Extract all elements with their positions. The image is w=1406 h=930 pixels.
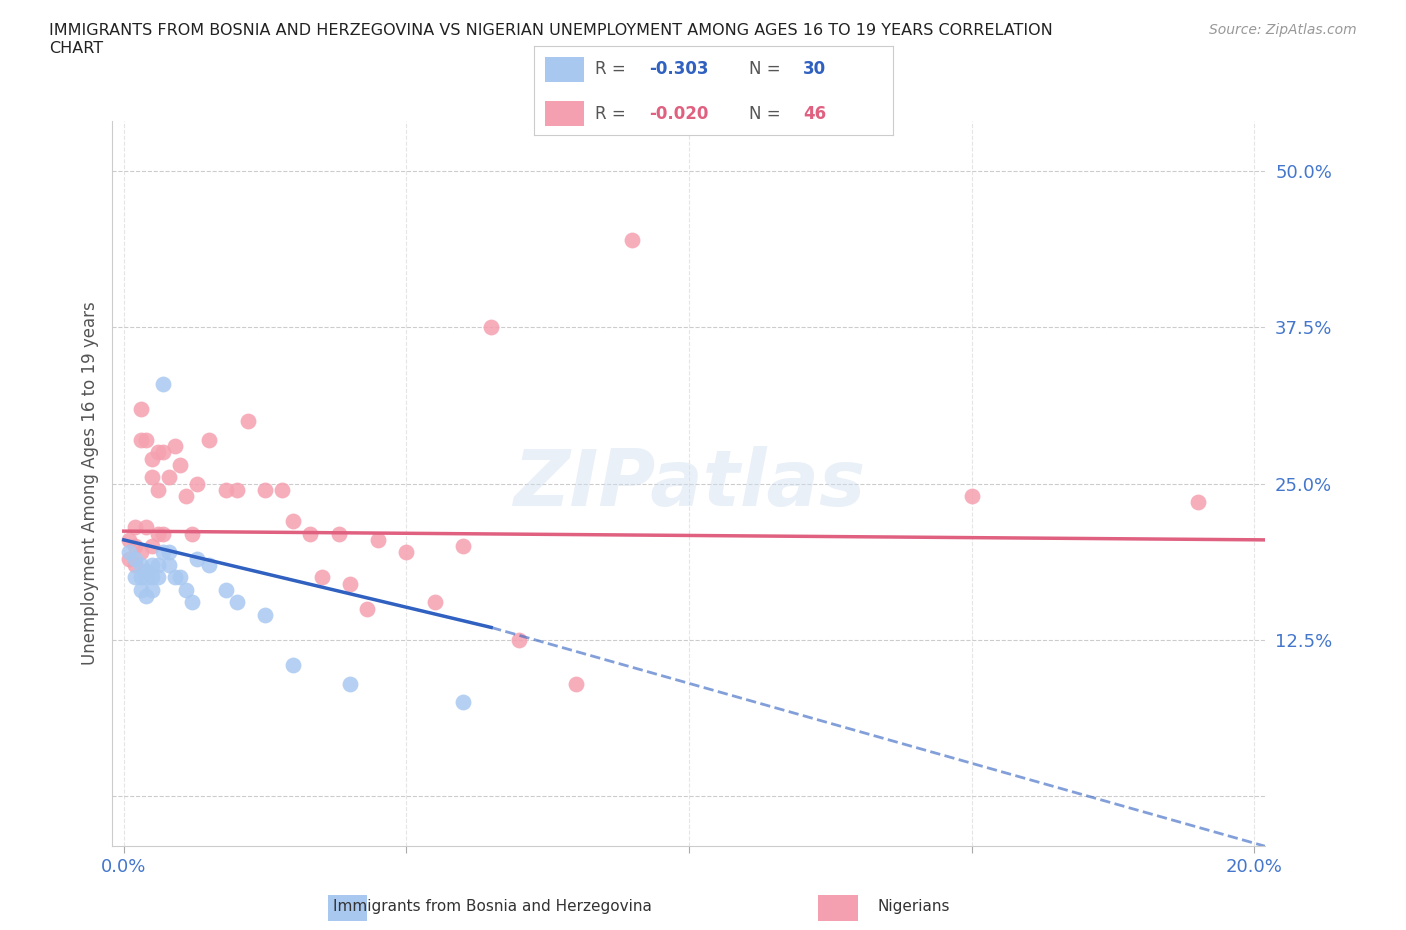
Point bbox=[565, 676, 588, 691]
Point bbox=[328, 526, 350, 541]
Point bbox=[141, 570, 163, 585]
Point bbox=[451, 538, 474, 553]
Text: Immigrants from Bosnia and Herzegovina: Immigrants from Bosnia and Herzegovina bbox=[333, 899, 651, 914]
Point bbox=[141, 470, 163, 485]
Point bbox=[197, 557, 219, 572]
Point bbox=[283, 658, 305, 672]
Point bbox=[960, 488, 983, 503]
Point bbox=[141, 582, 163, 597]
Point bbox=[157, 545, 180, 560]
Point bbox=[367, 533, 389, 548]
Text: R =: R = bbox=[595, 105, 626, 123]
Point bbox=[146, 526, 169, 541]
Point bbox=[163, 439, 186, 454]
Point bbox=[152, 526, 174, 541]
Point bbox=[146, 570, 169, 585]
Point bbox=[135, 520, 157, 535]
Point bbox=[146, 483, 169, 498]
Point bbox=[129, 557, 152, 572]
Text: -0.020: -0.020 bbox=[650, 105, 709, 123]
Point bbox=[169, 458, 191, 472]
Point bbox=[135, 564, 157, 578]
Point bbox=[163, 570, 186, 585]
Point bbox=[129, 545, 152, 560]
Point bbox=[180, 595, 202, 610]
Point bbox=[236, 414, 259, 429]
Point bbox=[197, 432, 219, 447]
Point bbox=[118, 551, 141, 566]
Text: Nigerians: Nigerians bbox=[877, 899, 950, 914]
Point bbox=[339, 676, 361, 691]
Point bbox=[129, 570, 152, 585]
Point bbox=[1187, 495, 1209, 510]
Point bbox=[135, 570, 157, 585]
Point bbox=[214, 483, 236, 498]
Point bbox=[124, 520, 146, 535]
Point bbox=[152, 376, 174, 391]
Point bbox=[124, 557, 146, 572]
Bar bbox=[546, 57, 585, 82]
Point bbox=[141, 451, 163, 466]
Text: -0.303: -0.303 bbox=[650, 60, 709, 78]
Point bbox=[141, 538, 163, 553]
Point bbox=[146, 557, 169, 572]
Point bbox=[451, 695, 474, 710]
Point bbox=[135, 432, 157, 447]
Point bbox=[180, 526, 202, 541]
Point bbox=[129, 582, 152, 597]
Point bbox=[186, 551, 208, 566]
Text: R =: R = bbox=[595, 60, 626, 78]
Point bbox=[174, 488, 197, 503]
Point bbox=[225, 483, 247, 498]
Point bbox=[157, 557, 180, 572]
Point bbox=[621, 232, 644, 247]
Point bbox=[186, 476, 208, 491]
Point bbox=[254, 483, 277, 498]
Point bbox=[214, 582, 236, 597]
Point bbox=[356, 601, 378, 616]
Point bbox=[124, 570, 146, 585]
Point bbox=[311, 570, 333, 585]
Point bbox=[129, 432, 152, 447]
Text: Source: ZipAtlas.com: Source: ZipAtlas.com bbox=[1209, 23, 1357, 37]
Point bbox=[508, 632, 530, 647]
Point bbox=[271, 483, 294, 498]
Point bbox=[423, 595, 446, 610]
Text: ZIPatlas: ZIPatlas bbox=[513, 445, 865, 522]
Point bbox=[152, 445, 174, 459]
Point bbox=[135, 589, 157, 604]
Point bbox=[124, 551, 146, 566]
Point bbox=[118, 545, 141, 560]
Point bbox=[254, 607, 277, 622]
Text: 30: 30 bbox=[803, 60, 827, 78]
Point bbox=[299, 526, 322, 541]
Point bbox=[225, 595, 247, 610]
Text: N =: N = bbox=[749, 105, 780, 123]
Bar bbox=[546, 101, 585, 126]
Text: N =: N = bbox=[749, 60, 780, 78]
Point bbox=[479, 320, 502, 335]
Point bbox=[129, 401, 152, 416]
Point bbox=[339, 577, 361, 591]
Point bbox=[174, 582, 197, 597]
Y-axis label: Unemployment Among Ages 16 to 19 years: Unemployment Among Ages 16 to 19 years bbox=[80, 301, 98, 666]
Point bbox=[118, 533, 141, 548]
Point bbox=[152, 545, 174, 560]
Point bbox=[141, 557, 163, 572]
Point bbox=[169, 570, 191, 585]
Point bbox=[146, 445, 169, 459]
Point bbox=[124, 538, 146, 553]
Text: IMMIGRANTS FROM BOSNIA AND HERZEGOVINA VS NIGERIAN UNEMPLOYMENT AMONG AGES 16 TO: IMMIGRANTS FROM BOSNIA AND HERZEGOVINA V… bbox=[49, 23, 1053, 56]
Point bbox=[395, 545, 418, 560]
Text: 46: 46 bbox=[803, 105, 827, 123]
Point bbox=[283, 513, 305, 528]
Point bbox=[157, 470, 180, 485]
